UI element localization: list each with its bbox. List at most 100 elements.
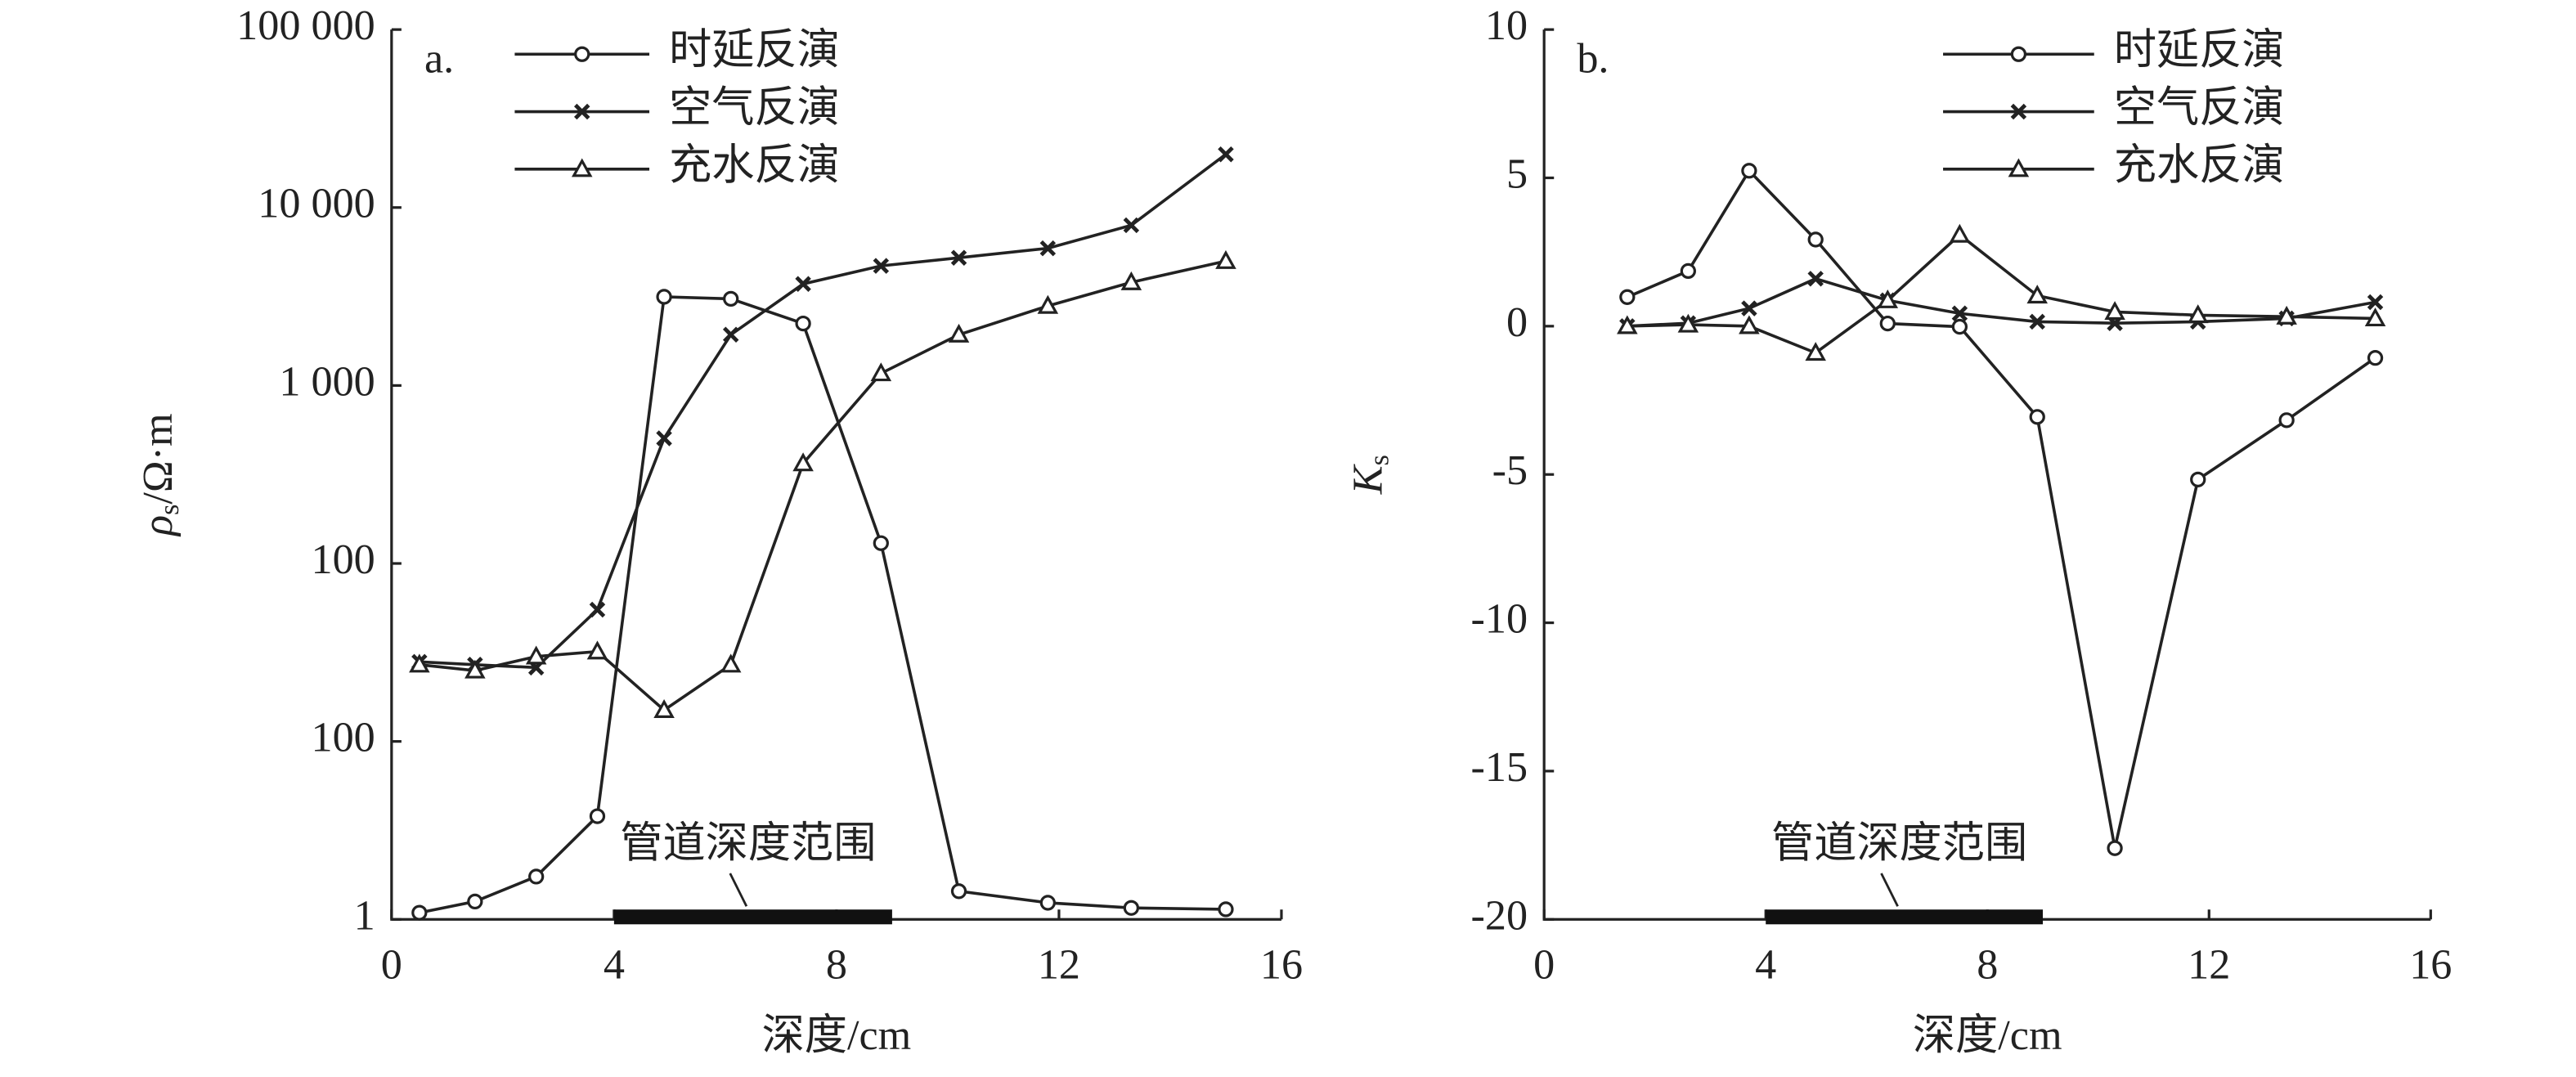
marker bbox=[795, 276, 811, 292]
y-tick-label: 100 000 bbox=[236, 2, 375, 49]
marker bbox=[1215, 249, 1236, 269]
y-axis-label-part: s bbox=[155, 505, 185, 515]
marker bbox=[1741, 300, 1757, 316]
y-tick-label: 10 000 bbox=[258, 180, 375, 227]
marker bbox=[2364, 307, 2386, 327]
x-tick-label: 8 bbox=[826, 940, 847, 988]
x-axis-label: 深度/cm bbox=[762, 1012, 912, 1059]
marker bbox=[409, 653, 430, 673]
marker bbox=[656, 430, 672, 447]
y-tick-label: 5 bbox=[1506, 150, 1528, 197]
pipe-range-bar bbox=[613, 909, 892, 925]
annotation-pointer bbox=[729, 873, 748, 907]
y-axis-label-part: s bbox=[1364, 455, 1394, 465]
y-tick-label: 10 bbox=[1485, 2, 1528, 49]
annotation-pointer bbox=[1880, 873, 1899, 907]
panel-label: b. bbox=[1577, 34, 1609, 82]
y-axis-label-part: ρ bbox=[134, 515, 182, 537]
marker bbox=[2190, 471, 2206, 488]
marker bbox=[1741, 163, 1757, 179]
series-line bbox=[419, 295, 1226, 914]
marker bbox=[1951, 305, 1968, 321]
series-line bbox=[419, 259, 1227, 712]
marker bbox=[723, 290, 739, 307]
y-tick-label: 1 000 bbox=[279, 357, 375, 405]
marker bbox=[464, 659, 486, 679]
marker bbox=[1949, 223, 1971, 243]
marker bbox=[1680, 263, 1696, 280]
x-tick-label: 4 bbox=[604, 940, 625, 988]
marker bbox=[574, 46, 590, 62]
marker bbox=[411, 904, 428, 921]
x-tick-label: 4 bbox=[1755, 940, 1776, 988]
x-tick-label: 16 bbox=[2409, 940, 2452, 988]
marker bbox=[467, 893, 483, 910]
x-tick-label: 16 bbox=[1260, 940, 1303, 988]
marker bbox=[1805, 342, 1826, 361]
marker bbox=[720, 653, 742, 673]
marker bbox=[656, 289, 672, 305]
annotation: 管道深度范围 bbox=[620, 819, 876, 867]
series-line bbox=[1627, 168, 2376, 849]
marker bbox=[2367, 294, 2384, 311]
marker bbox=[1218, 146, 1234, 163]
legend-label: 时延反演 bbox=[669, 26, 840, 74]
x-tick-label: 12 bbox=[1038, 940, 1080, 988]
marker bbox=[653, 698, 675, 718]
marker bbox=[2278, 412, 2295, 429]
marker bbox=[950, 883, 967, 900]
marker bbox=[722, 326, 739, 343]
marker bbox=[950, 249, 967, 266]
y-tick-label: -10 bbox=[1471, 595, 1528, 643]
y-tick-label: -20 bbox=[1471, 891, 1528, 939]
axes bbox=[1542, 29, 2431, 921]
y-axis-label: Ks bbox=[1344, 455, 1394, 495]
annotation: 管道深度范围 bbox=[1771, 819, 2027, 867]
marker bbox=[2026, 285, 2049, 304]
marker bbox=[2187, 304, 2209, 324]
panel-label: a. bbox=[424, 34, 454, 82]
series-line bbox=[419, 153, 1227, 670]
legend-label: 空气反演 bbox=[669, 84, 840, 132]
marker bbox=[589, 808, 606, 824]
marker bbox=[873, 258, 890, 274]
series-line bbox=[1627, 232, 2376, 355]
marker bbox=[525, 645, 547, 665]
marker bbox=[795, 315, 811, 332]
marker bbox=[528, 868, 545, 885]
x-tick-label: 8 bbox=[1977, 940, 1998, 988]
y-tick-label: -15 bbox=[1471, 743, 1528, 791]
marker bbox=[1739, 315, 1760, 334]
marker bbox=[1951, 318, 1968, 335]
legend-label: 时延反演 bbox=[2114, 26, 2285, 74]
marker bbox=[586, 640, 608, 660]
marker bbox=[2276, 305, 2297, 325]
x-axis-label: 深度/cm bbox=[1913, 1012, 2062, 1059]
marker bbox=[2367, 350, 2384, 366]
y-tick-label: 0 bbox=[1506, 298, 1528, 346]
marker bbox=[2107, 840, 2123, 856]
marker bbox=[1120, 271, 1142, 290]
y-tick-label: 100 bbox=[311, 714, 375, 761]
marker bbox=[873, 535, 889, 551]
marker bbox=[1619, 289, 1636, 305]
legend-label: 充水反演 bbox=[669, 141, 840, 189]
y-axis-label-part: /Ω·m bbox=[134, 413, 182, 504]
marker bbox=[589, 601, 606, 618]
legend-label: 空气反演 bbox=[2114, 84, 2285, 132]
marker bbox=[792, 452, 814, 472]
marker bbox=[1877, 289, 1899, 308]
marker bbox=[573, 103, 590, 120]
marker bbox=[2029, 409, 2045, 425]
marker bbox=[870, 362, 892, 382]
marker bbox=[2008, 158, 2030, 177]
marker bbox=[1123, 900, 1139, 916]
marker bbox=[2029, 313, 2045, 330]
marker bbox=[1039, 240, 1057, 257]
series-line bbox=[1627, 276, 2376, 328]
marker bbox=[1807, 271, 1824, 287]
marker bbox=[1807, 231, 1824, 248]
marker bbox=[1218, 901, 1234, 918]
legend-label: 充水反演 bbox=[2114, 141, 2285, 189]
